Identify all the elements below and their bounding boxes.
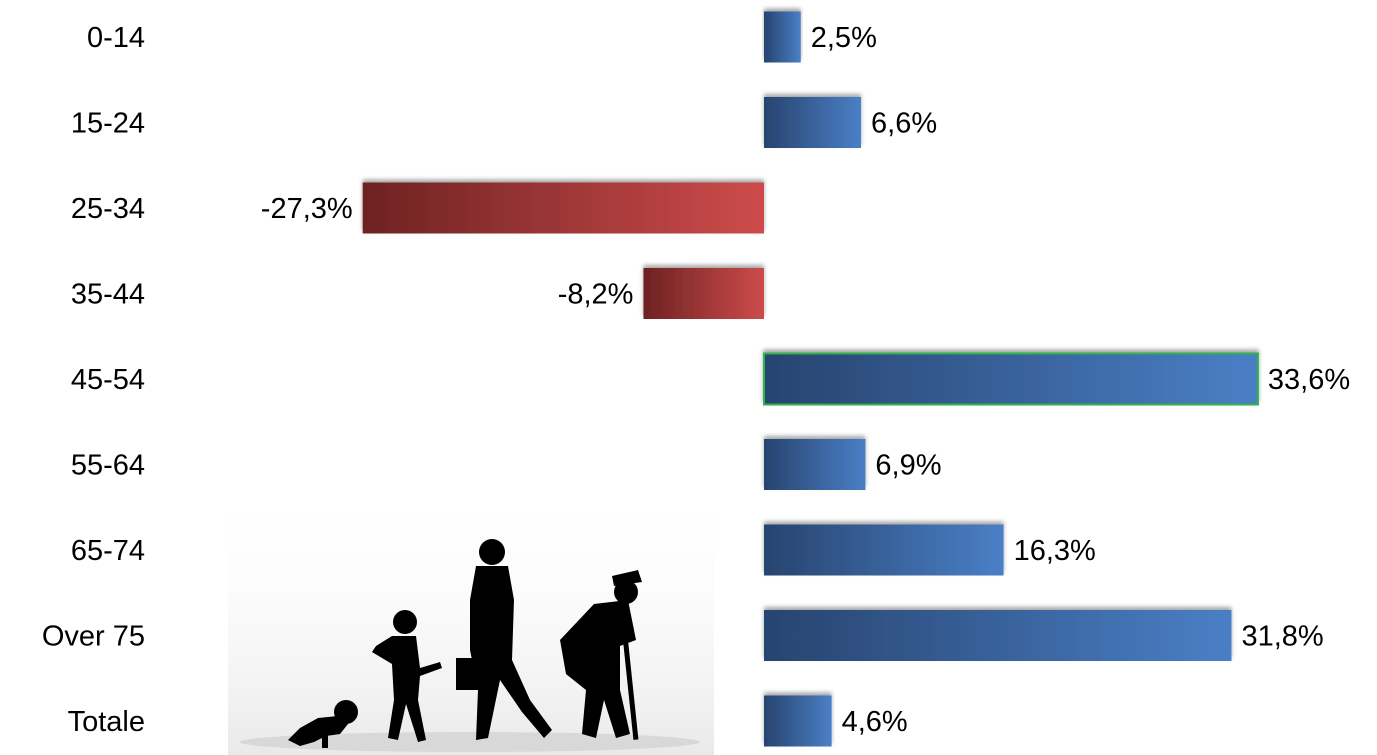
human-ages-silhouette-illustration [228, 478, 714, 755]
category-label: 0-14 [87, 22, 145, 54]
bar-totale [764, 695, 832, 747]
category-label: 65-74 [71, 535, 145, 567]
value-label: -8,2% [558, 279, 634, 311]
bar-25-34 [362, 182, 764, 234]
category-label: Totale [68, 706, 145, 738]
bar-35-44 [643, 268, 764, 319]
category-label: 45-54 [71, 364, 145, 396]
category-label: 15-24 [71, 108, 145, 140]
value-label: 6,9% [875, 450, 941, 482]
value-label: -27,3% [261, 193, 353, 225]
bar-15-24 [764, 97, 862, 148]
bar-65-74 [764, 524, 1004, 576]
category-label: 25-34 [71, 193, 145, 225]
category-label: Over 75 [42, 621, 145, 653]
bar-45-54 [763, 352, 1259, 406]
value-label: 33,6% [1268, 364, 1350, 396]
value-label: 31,8% [1241, 621, 1323, 653]
bar-55-64 [764, 439, 866, 490]
value-label: 16,3% [1014, 535, 1096, 567]
bar-0-14 [764, 11, 801, 63]
value-label: 6,6% [871, 108, 937, 140]
value-label: 2,5% [811, 22, 877, 54]
bar-over-75 [764, 610, 1232, 661]
value-label: 4,6% [842, 706, 908, 738]
category-label: 35-44 [71, 279, 145, 311]
category-label: 55-64 [71, 450, 145, 482]
